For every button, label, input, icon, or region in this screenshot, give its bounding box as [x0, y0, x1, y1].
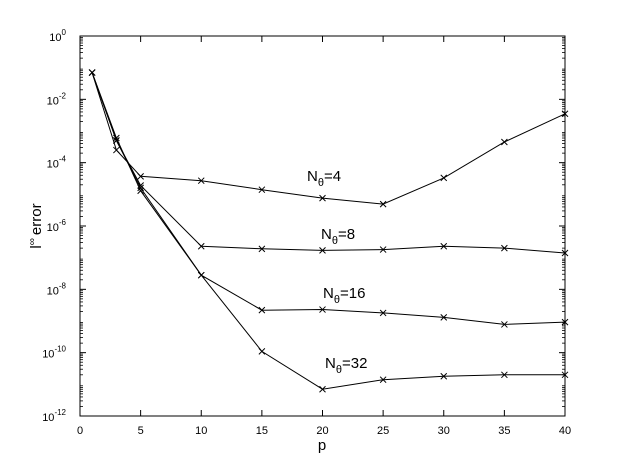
data-point: [440, 174, 448, 182]
data-point: [501, 138, 508, 146]
data-point: [561, 110, 569, 118]
data-point: [113, 137, 120, 144]
series-label-n4: Nθ=4: [307, 168, 341, 189]
x-tick-label: 30: [438, 425, 450, 437]
data-point: [197, 242, 205, 250]
data-point: [137, 182, 144, 189]
x-tick-label: 0: [77, 425, 83, 437]
series-line-2: [91, 72, 566, 254]
x-tick-label: 25: [377, 425, 389, 437]
data-point: [440, 242, 448, 250]
y-tick-label: 10-6: [47, 218, 67, 234]
y-tick-label: 10-10: [42, 345, 66, 361]
x-tick-label: 40: [559, 425, 571, 437]
x-axis-title: p: [318, 437, 326, 454]
data-point: [197, 271, 205, 279]
data-point: [501, 321, 508, 328]
data-point: [319, 247, 326, 254]
data-point: [440, 372, 448, 380]
series-lines: [91, 72, 566, 390]
data-point: [258, 186, 266, 194]
data-point: [319, 385, 326, 393]
x-tick-label: 35: [498, 425, 510, 437]
data-point: [379, 200, 387, 208]
y-tick-label: 10-8: [47, 281, 67, 297]
data-point: [319, 306, 326, 313]
data-point: [137, 184, 144, 192]
data-point: [197, 177, 205, 185]
data-point: [379, 246, 387, 253]
series-markers: [88, 69, 569, 393]
data-point: [319, 194, 326, 202]
y-tick-label: 10-4: [47, 155, 67, 171]
series-label-n16: Nθ=16: [323, 285, 365, 306]
data-point: [258, 348, 266, 355]
data-point: [561, 371, 569, 379]
x-tick-labels: 0 5 10 15 20 25 30 35 40: [77, 425, 571, 437]
series-line-4: [91, 72, 565, 390]
data-point: [379, 309, 387, 317]
x-tick-label: 20: [316, 425, 328, 437]
data-point: [258, 245, 266, 253]
data-point: [561, 318, 569, 326]
series-label-n32: Nθ=32: [325, 355, 367, 376]
data-point: [501, 244, 508, 252]
data-point: [113, 134, 120, 142]
y-tick-label: 100: [49, 28, 66, 44]
data-point: [137, 187, 144, 195]
y-tick-label: 10-2: [47, 91, 67, 107]
y-tick-labels: 100 10-2 10-4 10-6 10-8 10-10 10-12: [42, 28, 66, 424]
data-point: [501, 371, 508, 379]
data-point: [440, 314, 448, 321]
data-point: [258, 306, 266, 314]
y-axis-title: l∞error: [27, 203, 45, 248]
axis-ticks: [79, 35, 566, 417]
series-label-n8: Nθ=8: [321, 226, 355, 247]
data-point: [379, 376, 387, 384]
x-tick-label: 15: [256, 425, 268, 437]
x-tick-label: 10: [195, 425, 207, 437]
data-point: [113, 146, 120, 154]
x-tick-label: 5: [138, 425, 144, 437]
data-point: [88, 69, 96, 76]
data-point: [137, 172, 144, 180]
data-point: [561, 249, 569, 257]
y-tick-label: 10-12: [42, 408, 66, 424]
